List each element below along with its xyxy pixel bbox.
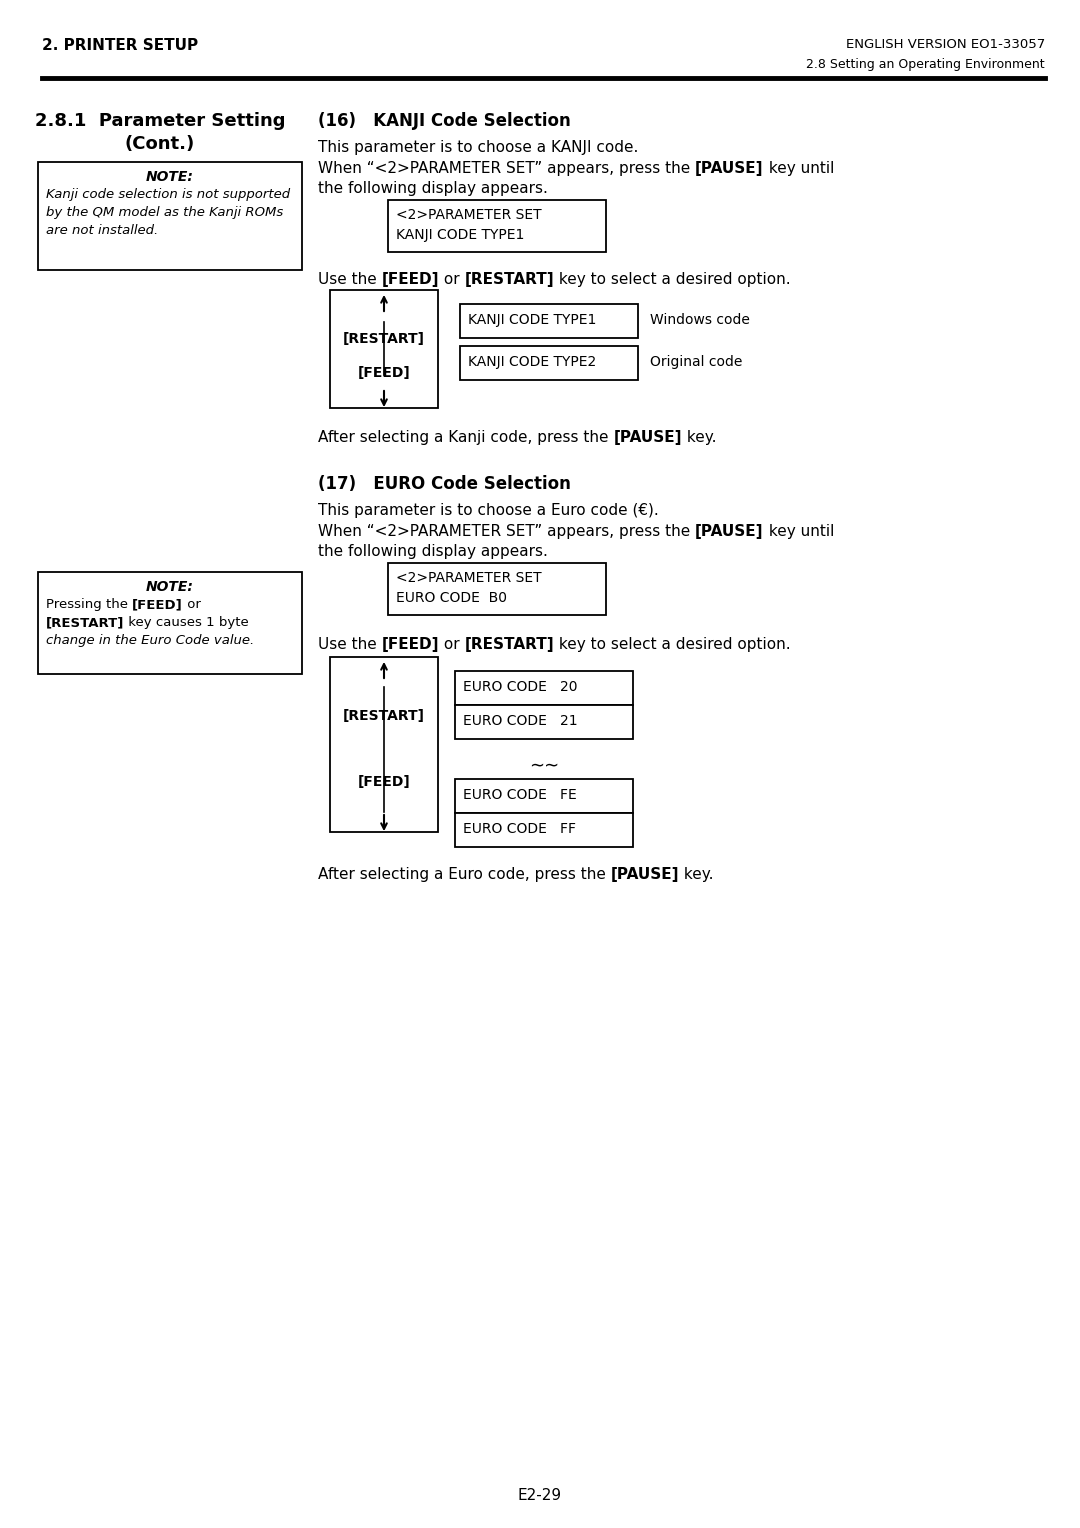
Bar <box>388 562 606 614</box>
Text: 2. PRINTER SETUP: 2. PRINTER SETUP <box>42 38 198 53</box>
Text: key causes 1 byte: key causes 1 byte <box>124 616 249 630</box>
Text: [PAUSE]: [PAUSE] <box>696 160 764 176</box>
Text: (17)   EURO Code Selection: (17) EURO Code Selection <box>318 475 571 494</box>
Text: EURO CODE   FE: EURO CODE FE <box>463 788 577 802</box>
Text: change in the Euro Code value.: change in the Euro Code value. <box>46 634 254 646</box>
Text: [FEED]: [FEED] <box>381 272 440 287</box>
Text: Pressing the: Pressing the <box>46 597 132 611</box>
Text: EURO CODE   20: EURO CODE 20 <box>463 680 578 694</box>
Text: [FEED]: [FEED] <box>132 597 183 611</box>
Text: by the QM model as the Kanji ROMs: by the QM model as the Kanji ROMs <box>46 206 283 219</box>
Text: [PAUSE]: [PAUSE] <box>696 524 764 539</box>
Text: When “<2>PARAMETER SET” appears, press the: When “<2>PARAMETER SET” appears, press t… <box>318 160 696 176</box>
Text: [PAUSE]: [PAUSE] <box>611 866 679 882</box>
Text: key to select a desired option.: key to select a desired option. <box>554 637 791 652</box>
Bar <box>38 162 302 270</box>
Text: <2>PARAMETER SET: <2>PARAMETER SET <box>396 208 542 222</box>
Text: This parameter is to choose a Euro code (€).: This parameter is to choose a Euro code … <box>318 503 659 518</box>
Text: Original code: Original code <box>650 354 742 368</box>
Text: KANJI CODE TYPE1: KANJI CODE TYPE1 <box>468 313 596 327</box>
Text: NOTE:: NOTE: <box>146 581 194 594</box>
Text: or: or <box>440 637 464 652</box>
Text: the following display appears.: the following display appears. <box>318 544 548 559</box>
Text: This parameter is to choose a KANJI code.: This parameter is to choose a KANJI code… <box>318 141 638 154</box>
Text: [RESTART]: [RESTART] <box>343 709 426 723</box>
Text: ∼∼: ∼∼ <box>529 756 559 775</box>
Text: EURO CODE   21: EURO CODE 21 <box>463 714 578 727</box>
Bar <box>455 813 633 847</box>
Text: After selecting a Euro code, press the: After selecting a Euro code, press the <box>318 866 611 882</box>
Text: EURO CODE  B0: EURO CODE B0 <box>396 591 507 605</box>
Bar <box>38 571 302 674</box>
Text: key.: key. <box>679 866 714 882</box>
Text: E2-29: E2-29 <box>518 1488 562 1504</box>
Text: the following display appears.: the following display appears. <box>318 180 548 196</box>
Text: key to select a desired option.: key to select a desired option. <box>554 272 791 287</box>
Bar <box>388 200 606 252</box>
Text: (16)   KANJI Code Selection: (16) KANJI Code Selection <box>318 112 570 130</box>
Text: [RESTART]: [RESTART] <box>464 637 554 652</box>
Text: [FEED]: [FEED] <box>357 367 410 380</box>
Text: KANJI CODE TYPE2: KANJI CODE TYPE2 <box>468 354 596 368</box>
Text: key.: key. <box>681 429 716 445</box>
Text: key until: key until <box>764 160 834 176</box>
Bar <box>460 345 638 380</box>
Text: [FEED]: [FEED] <box>357 775 410 788</box>
Bar <box>330 657 438 833</box>
Text: [RESTART]: [RESTART] <box>46 616 124 630</box>
Text: <2>PARAMETER SET: <2>PARAMETER SET <box>396 571 542 585</box>
Text: (Cont.): (Cont.) <box>125 134 195 153</box>
Text: key until: key until <box>764 524 834 539</box>
Bar <box>455 704 633 740</box>
Text: ENGLISH VERSION EO1-33057: ENGLISH VERSION EO1-33057 <box>846 38 1045 50</box>
Bar <box>455 671 633 704</box>
Bar <box>455 779 633 813</box>
Text: NOTE:: NOTE: <box>146 170 194 183</box>
Text: Windows code: Windows code <box>650 313 750 327</box>
Bar <box>460 304 638 338</box>
Text: EURO CODE   FF: EURO CODE FF <box>463 822 576 836</box>
Text: Use the: Use the <box>318 637 381 652</box>
Text: [FEED]: [FEED] <box>381 637 440 652</box>
Text: are not installed.: are not installed. <box>46 225 159 237</box>
Text: When “<2>PARAMETER SET” appears, press the: When “<2>PARAMETER SET” appears, press t… <box>318 524 696 539</box>
Text: or: or <box>183 597 201 611</box>
Text: Kanji code selection is not supported: Kanji code selection is not supported <box>46 188 291 202</box>
Bar <box>330 290 438 408</box>
Text: 2.8.1  Parameter Setting: 2.8.1 Parameter Setting <box>35 112 285 130</box>
Text: [PAUSE]: [PAUSE] <box>613 429 681 445</box>
Text: KANJI CODE TYPE1: KANJI CODE TYPE1 <box>396 228 525 241</box>
Text: Use the: Use the <box>318 272 381 287</box>
Text: 2.8 Setting an Operating Environment: 2.8 Setting an Operating Environment <box>807 58 1045 70</box>
Text: or: or <box>440 272 464 287</box>
Text: After selecting a Kanji code, press the: After selecting a Kanji code, press the <box>318 429 613 445</box>
Text: [RESTART]: [RESTART] <box>464 272 554 287</box>
Text: [RESTART]: [RESTART] <box>343 332 426 345</box>
